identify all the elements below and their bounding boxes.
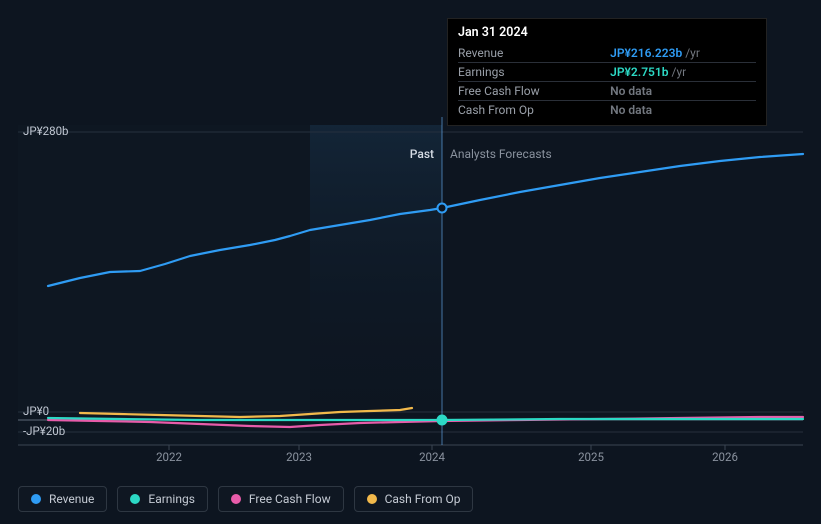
tooltip-title: Jan 31 2024 <box>458 25 756 40</box>
tooltip-row-label: Cash From Op <box>458 101 610 120</box>
tooltip-row-value: No data <box>610 82 756 101</box>
past-label: Past <box>410 147 434 161</box>
chart-legend: Revenue Earnings Free Cash Flow Cash From O… <box>18 486 473 512</box>
legend-swatch-icon <box>367 494 377 504</box>
legend-swatch-icon <box>31 494 41 504</box>
x-axis-tick: 2025 <box>578 450 604 464</box>
x-axis-tick: 2026 <box>712 450 738 464</box>
tooltip-row-value: No data <box>610 101 756 120</box>
marker-revenue <box>438 204 447 213</box>
tooltip-row-label: Free Cash Flow <box>458 82 610 101</box>
legend-label: Free Cash Flow <box>249 492 331 506</box>
tooltip-row: Free Cash FlowNo data <box>458 82 756 101</box>
legend-label: Cash From Op <box>385 492 461 506</box>
forecast-label: Analysts Forecasts <box>450 147 552 161</box>
tooltip-row-value: JP¥2.751b/yr <box>610 63 756 82</box>
marker-earnings <box>438 416 447 425</box>
tooltip-row-value: JP¥216.223b/yr <box>610 44 756 63</box>
legend-item-revenue[interactable]: Revenue <box>18 486 107 512</box>
legend-swatch-icon <box>231 494 241 504</box>
x-axis-tick: 2024 <box>419 450 445 464</box>
legend-item-earnings[interactable]: Earnings <box>117 486 208 512</box>
legend-item-free_cash_flow[interactable]: Free Cash Flow <box>218 486 344 512</box>
tooltip-row-label: Revenue <box>458 44 610 63</box>
x-axis-tick: 2022 <box>156 450 182 464</box>
y-axis-tick: JP¥280b <box>23 124 69 138</box>
tooltip-row: EarningsJP¥2.751b/yr <box>458 63 756 82</box>
legend-label: Earnings <box>148 492 195 506</box>
legend-label: Revenue <box>49 492 94 506</box>
y-axis-tick: JP¥0 <box>23 404 49 418</box>
chart-tooltip: Jan 31 2024 RevenueJP¥216.223b/yrEarning… <box>447 18 767 126</box>
y-axis-tick: -JP¥20b <box>23 424 65 438</box>
tooltip-row: Cash From OpNo data <box>458 101 756 120</box>
tooltip-row-label: Earnings <box>458 63 610 82</box>
tooltip-table: RevenueJP¥216.223b/yrEarningsJP¥2.751b/y… <box>458 44 756 119</box>
legend-swatch-icon <box>130 494 140 504</box>
forecast-chart: JP¥280b JP¥0 -JP¥20b 2022 2023 2024 2025 2026 Pa… <box>0 0 821 524</box>
x-axis-tick: 2023 <box>286 450 312 464</box>
tooltip-row: RevenueJP¥216.223b/yr <box>458 44 756 63</box>
legend-item-cash_from_op[interactable]: Cash From Op <box>354 486 474 512</box>
